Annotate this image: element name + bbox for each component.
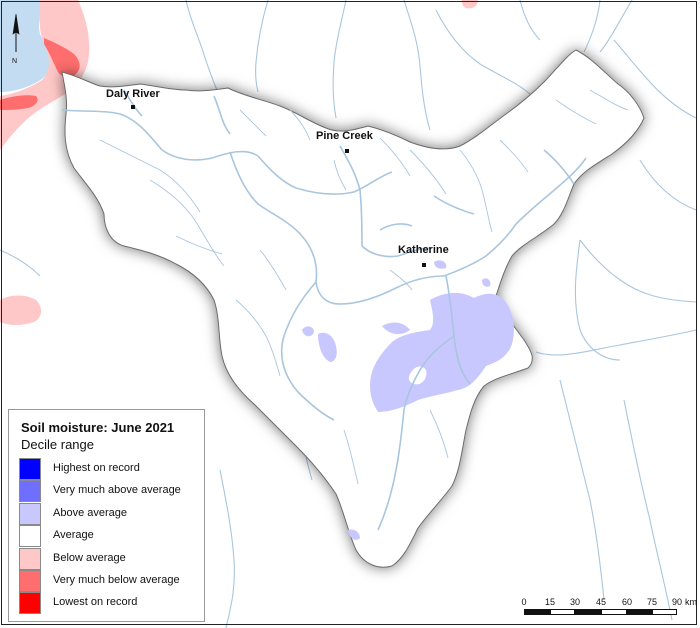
patch-very-much-below-average	[44, 38, 80, 78]
scale-tick: 15	[544, 597, 556, 607]
legend-label: Highest on record	[53, 462, 140, 474]
legend-title: Soil moisture: June 2021	[21, 420, 175, 435]
north-label: N	[12, 58, 17, 65]
legend-swatch	[19, 480, 41, 502]
legend-subtitle: Decile range	[21, 437, 94, 452]
patch-below-average-west	[0, 295, 42, 325]
scale-segment	[575, 609, 601, 615]
legend-item-very-much-above: Very much above average	[19, 480, 199, 502]
scale-bar: 0 15 30 45 60 75 90 km	[515, 597, 697, 625]
scale-tick: 30	[569, 597, 581, 607]
scale-tick: 75	[646, 597, 658, 607]
scale-segment	[524, 609, 550, 615]
place-katherine: Katherine	[398, 244, 449, 267]
legend-label: Very much above average	[53, 484, 181, 496]
patch-above-average-east-edge	[490, 296, 504, 326]
place-label-daly-river: Daly River	[106, 88, 161, 100]
patch-above-average-mid	[382, 322, 410, 335]
scale-tick: 0	[521, 597, 527, 607]
legend-label: Below average	[53, 552, 126, 564]
patch-very-much-below-average-2	[0, 95, 38, 110]
scale-segment	[652, 609, 677, 615]
legend-item-below: Below average	[19, 548, 199, 570]
legend-swatch	[19, 503, 41, 525]
patch-above-average-south	[348, 529, 360, 540]
patch-below-average	[0, 0, 90, 150]
place-label-katherine: Katherine	[398, 244, 449, 256]
sea-water	[0, 0, 53, 92]
scale-tick: 90	[671, 597, 683, 607]
place-label-pine-creek: Pine Creek	[316, 130, 374, 142]
patch-below-average-top	[462, 0, 478, 9]
legend-swatch	[19, 458, 41, 480]
legend-label: Very much below average	[53, 574, 180, 586]
legend-item-highest: Highest on record	[19, 458, 199, 480]
legend-label: Average	[53, 529, 94, 541]
legend-item-very-much-below: Very much below average	[19, 570, 199, 592]
patch-above-average-small	[302, 326, 314, 337]
scale-unit: km	[685, 597, 697, 607]
legend-item-lowest: Lowest on record	[19, 592, 199, 614]
patch-above-average-west	[318, 332, 337, 362]
scale-tick: 60	[621, 597, 633, 607]
north-arrow-icon: N	[6, 12, 26, 68]
patch-above-average-main	[370, 292, 514, 412]
scale-segment	[627, 609, 652, 615]
legend-swatch	[19, 570, 41, 592]
legend-swatch	[19, 548, 41, 570]
legend-swatch	[19, 525, 41, 547]
rivers-inside	[61, 89, 587, 531]
patch-above-average-north	[482, 278, 491, 287]
legend-item-above: Above average	[19, 503, 199, 525]
legend-swatch	[19, 592, 41, 614]
legend-item-average: Average	[19, 525, 199, 547]
legend: Soil moisture: June 2021 Decile range Hi…	[8, 409, 205, 622]
legend-label: Above average	[53, 507, 127, 519]
place-pine-creek: Pine Creek	[316, 130, 374, 153]
scale-segment	[550, 609, 575, 615]
patch-above-average-top	[434, 260, 447, 269]
place-daly-river: Daly River	[106, 88, 161, 109]
scale-tick: 45	[595, 597, 607, 607]
legend-label: Lowest on record	[53, 596, 138, 608]
rivers-tributaries	[99, 89, 629, 485]
scale-segment	[601, 609, 627, 615]
